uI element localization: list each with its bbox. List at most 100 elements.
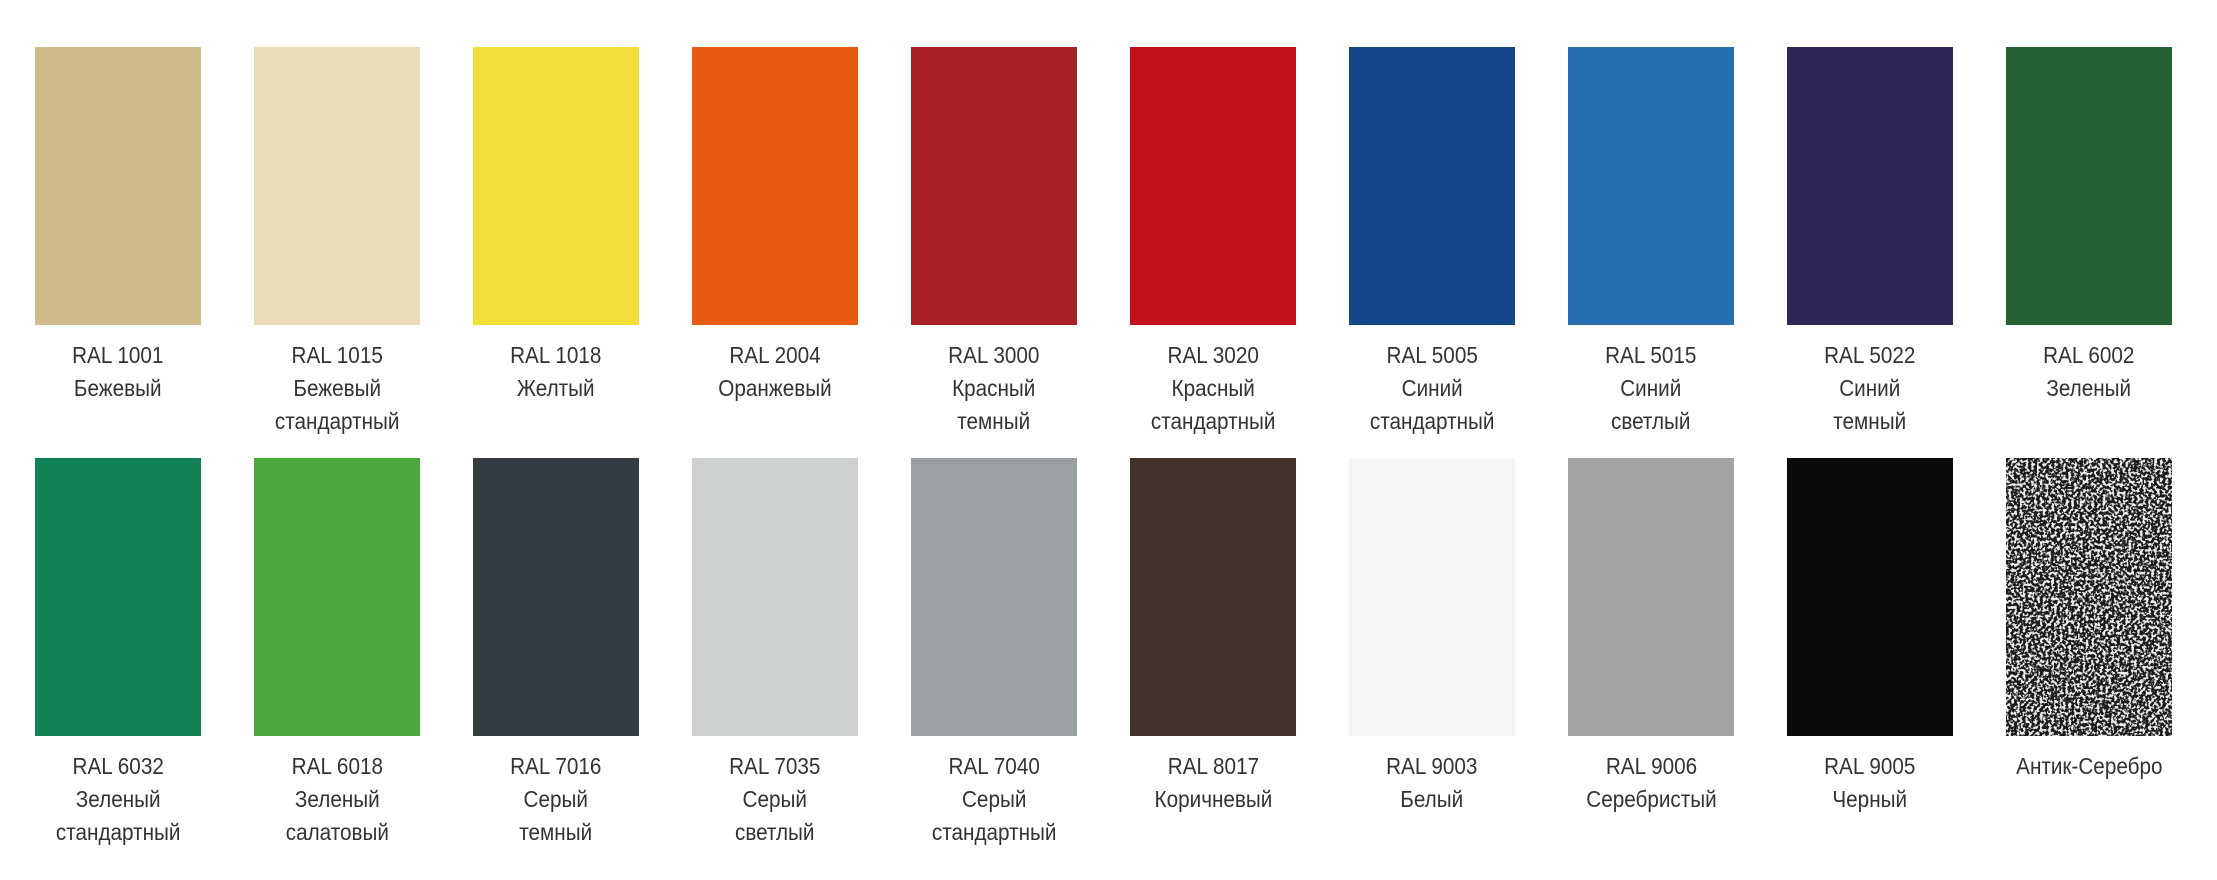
ral-code: RAL 3020 (1167, 342, 1259, 368)
color-name: стандартный (55, 819, 181, 845)
ral-code: RAL 1015 (291, 342, 383, 368)
color-swatch (473, 47, 639, 325)
color-swatch-item: RAL 7016 Серый темный (473, 458, 639, 869)
color-swatch-item: RAL 7035 Серый светлый (692, 458, 858, 869)
color-name: Оранжевый (718, 375, 832, 401)
ral-code: RAL 9003 (1386, 753, 1478, 779)
color-swatch (35, 458, 201, 736)
color-swatch (473, 458, 639, 736)
color-swatch-item: RAL 1015 Бежевый стандартный (254, 47, 420, 458)
color-swatch (911, 47, 1077, 325)
swatch-label: RAL 7040 Серый стандартный (932, 750, 1057, 849)
color-swatch (1568, 47, 1734, 325)
color-swatch (1349, 458, 1515, 736)
swatch-label: RAL 5015 Синий светлый (1605, 339, 1696, 438)
color-palette: RAL 1001 Бежевый RAL 1015 Бежевый стандартны… (35, 47, 2172, 869)
color-name: Красный (1171, 375, 1255, 401)
color-swatch-item: RAL 6018 Зеленый салатовый (254, 458, 420, 869)
color-name: Серебристый (1585, 786, 1717, 812)
swatch-label: RAL 5005 Синий стандартный (1370, 339, 1495, 438)
color-name: Белый (1400, 786, 1464, 812)
color-swatch-item: RAL 9006 Серебристый (1568, 458, 1734, 869)
color-swatch (1349, 47, 1515, 325)
color-swatch-item: RAL 2004 Оранжевый (692, 47, 858, 458)
color-swatch-item: RAL 3000 Красный темный (911, 47, 1077, 458)
ral-code: RAL 3000 (948, 342, 1040, 368)
ral-code: RAL 6032 (72, 753, 164, 779)
color-name: стандартный (274, 408, 400, 434)
swatch-label: RAL 6002 Зеленый (2043, 339, 2134, 405)
color-swatch-item: RAL 5022 Синий темный (1787, 47, 1953, 458)
color-swatch (35, 47, 201, 325)
swatch-label: RAL 9003 Белый (1386, 750, 1477, 816)
ral-code: RAL 6002 (2043, 342, 2135, 368)
color-name: светлый (1611, 408, 1691, 434)
color-swatch-item: RAL 9005 Черный (1787, 458, 1953, 869)
color-name: Бежевый (74, 375, 162, 401)
swatch-label: RAL 9006 Серебристый (1586, 750, 1716, 816)
color-name: темный (519, 819, 593, 845)
color-swatch (254, 47, 420, 325)
swatch-label: RAL 5022 Синий темный (1824, 339, 1915, 438)
swatch-label: RAL 6018 Зеленый салатовый (285, 750, 388, 849)
color-swatch-item: RAL 1001 Бежевый (35, 47, 201, 458)
color-name: темный (957, 408, 1031, 434)
color-swatch (911, 458, 1077, 736)
color-swatch (692, 458, 858, 736)
color-swatch-item: RAL 6032 Зеленый стандартный (35, 458, 201, 869)
color-swatch (1568, 458, 1734, 736)
color-name: Черный (1832, 786, 1908, 812)
swatch-label: RAL 6032 Зеленый стандартный (56, 750, 181, 849)
color-swatch-item: Антик-Серебро (2006, 458, 2172, 869)
color-swatch (1130, 458, 1296, 736)
ral-code: RAL 9006 (1605, 753, 1697, 779)
swatch-label: RAL 7016 Серый темный (510, 750, 601, 849)
color-name: Синий (1401, 375, 1463, 401)
color-name: темный (1833, 408, 1907, 434)
color-name: Серый (523, 786, 589, 812)
color-name: Синий (1839, 375, 1901, 401)
color-name: Синий (1620, 375, 1682, 401)
swatch-label: Антик-Серебро (2016, 750, 2162, 783)
swatch-label: RAL 3000 Красный темный (948, 339, 1039, 438)
color-swatch-item: RAL 5015 Синий светлый (1568, 47, 1734, 458)
color-swatch-item: RAL 1018 Желтый (473, 47, 639, 458)
ral-code: RAL 1001 (72, 342, 164, 368)
color-swatch-item: RAL 6002 Зеленый (2006, 47, 2172, 458)
swatch-label: RAL 9005 Черный (1824, 750, 1915, 816)
color-name: Коричневый (1154, 786, 1272, 812)
color-name: Желтый (517, 375, 595, 401)
color-name: стандартный (1369, 408, 1495, 434)
color-swatch (254, 458, 420, 736)
color-name: стандартный (1150, 408, 1276, 434)
swatch-label: RAL 7035 Серый светлый (729, 750, 820, 849)
ral-code: RAL 7035 (729, 753, 821, 779)
color-name: Красный (952, 375, 1036, 401)
color-name: светлый (735, 819, 815, 845)
ral-code: RAL 5022 (1824, 342, 1916, 368)
color-name: Серый (742, 786, 808, 812)
color-name: Антик-Серебро (2015, 753, 2163, 779)
color-name: Зеленый (294, 786, 380, 812)
swatch-label: RAL 8017 Коричневый (1154, 750, 1272, 816)
ral-code: RAL 1018 (510, 342, 602, 368)
ral-code: RAL 7040 (948, 753, 1040, 779)
color-name: стандартный (931, 819, 1057, 845)
color-swatch-item: RAL 9003 Белый (1349, 458, 1515, 869)
color-swatch (1130, 47, 1296, 325)
color-name: салатовый (285, 819, 389, 845)
color-name: Серый (961, 786, 1027, 812)
speckled-texture-swatch (2006, 458, 2172, 736)
swatch-label: RAL 1015 Бежевый стандартный (275, 339, 400, 438)
color-swatch (692, 47, 858, 325)
swatch-label: RAL 1018 Желтый (510, 339, 601, 405)
color-name: Зеленый (75, 786, 161, 812)
color-swatch (1787, 47, 1953, 325)
color-swatch (1787, 458, 1953, 736)
ral-code: RAL 6018 (291, 753, 383, 779)
color-swatch-item: RAL 5005 Синий стандартный (1349, 47, 1515, 458)
swatch-label: RAL 2004 Оранжевый (718, 339, 831, 405)
swatch-label: RAL 3020 Красный стандартный (1151, 339, 1276, 438)
color-name: Бежевый (293, 375, 381, 401)
swatch-label: RAL 1001 Бежевый (72, 339, 163, 405)
